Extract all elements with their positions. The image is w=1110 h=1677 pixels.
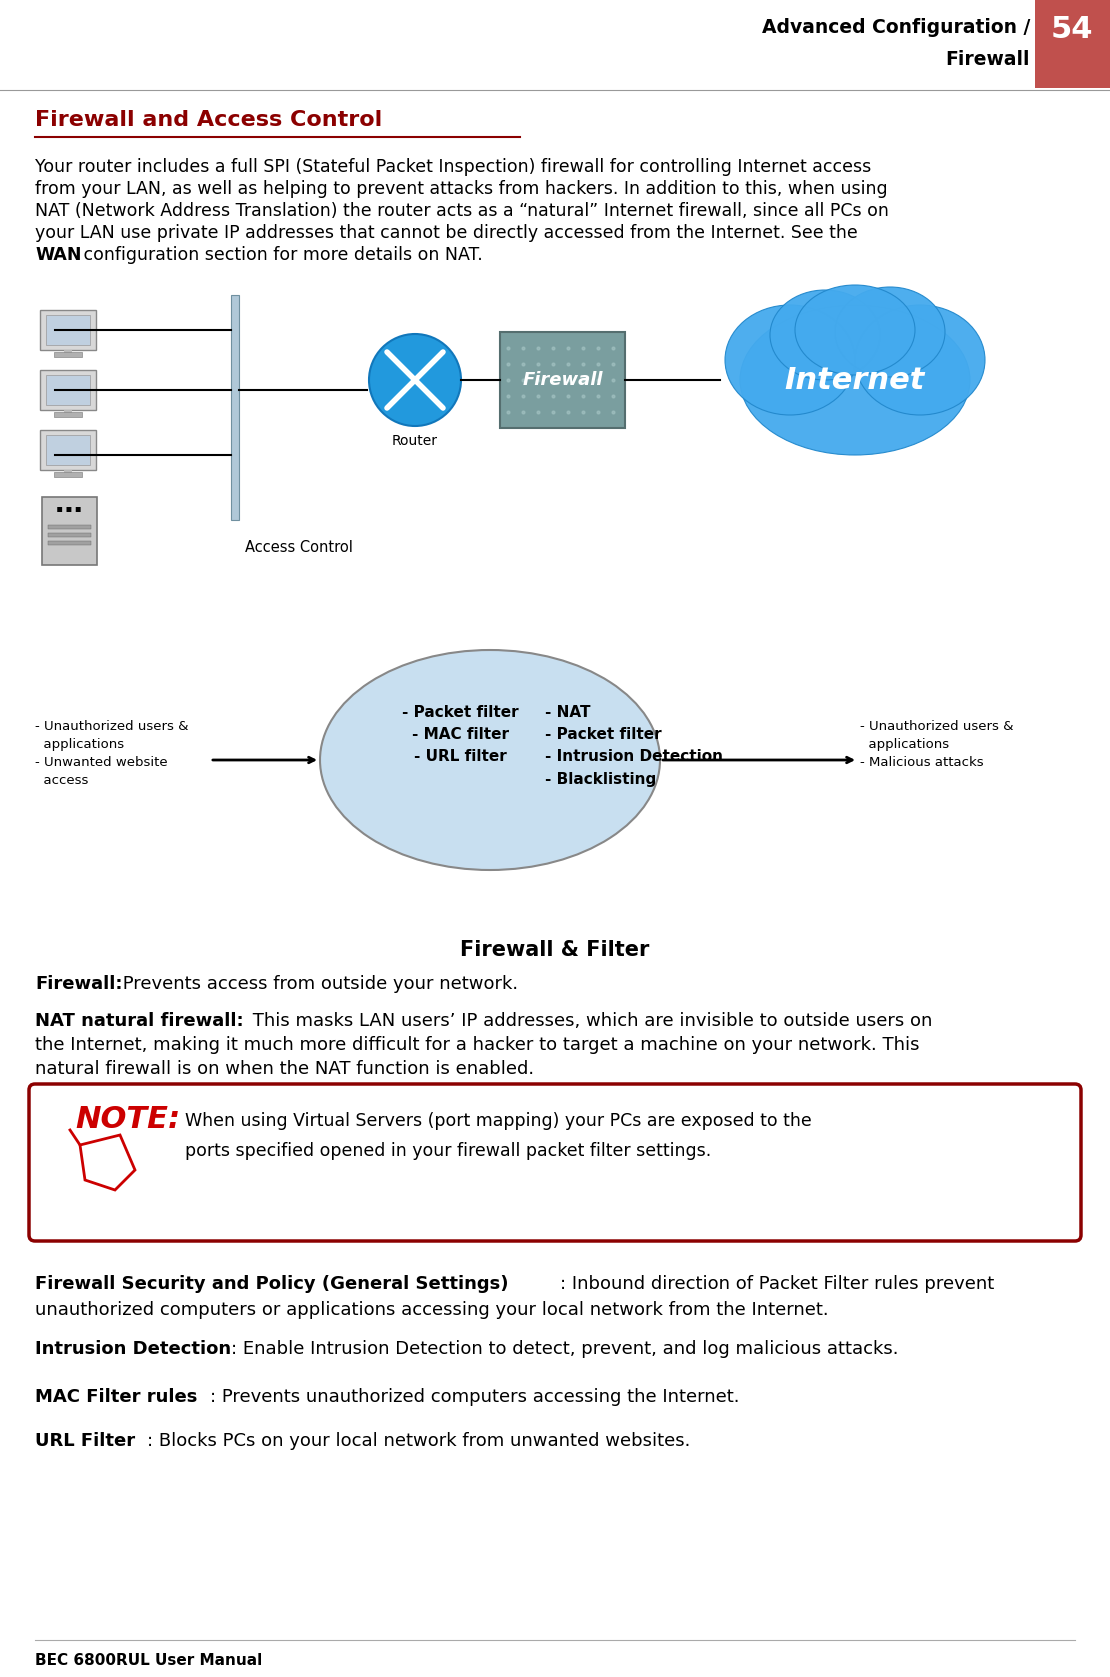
- Circle shape: [369, 334, 461, 426]
- Text: NOTE:: NOTE:: [75, 1105, 180, 1134]
- Bar: [46, 376, 90, 406]
- Text: Advanced Configuration /: Advanced Configuration /: [761, 18, 1030, 37]
- Bar: [64, 470, 72, 475]
- Text: Firewall and Access Control: Firewall and Access Control: [36, 111, 382, 131]
- Text: ports specified opened in your firewall packet filter settings.: ports specified opened in your firewall …: [185, 1142, 712, 1160]
- Text: BEC 6800RUL User Manual: BEC 6800RUL User Manual: [36, 1654, 262, 1669]
- Bar: [46, 315, 90, 345]
- Bar: [46, 434, 90, 465]
- Bar: [48, 525, 91, 528]
- Text: : Blocks PCs on your local network from unwanted websites.: : Blocks PCs on your local network from …: [147, 1432, 690, 1451]
- Text: the Internet, making it much more difficult for a hacker to target a machine on : the Internet, making it much more diffic…: [36, 1036, 919, 1055]
- Text: MAC Filter rules: MAC Filter rules: [36, 1389, 198, 1405]
- Bar: [54, 352, 82, 357]
- Text: : Inbound direction of Packet Filter rules prevent: : Inbound direction of Packet Filter rul…: [561, 1275, 995, 1293]
- Text: 54: 54: [1051, 15, 1093, 44]
- Bar: [40, 429, 95, 470]
- FancyBboxPatch shape: [500, 332, 625, 428]
- Bar: [54, 471, 82, 476]
- Bar: [40, 371, 95, 409]
- Text: Firewall: Firewall: [522, 371, 603, 389]
- Text: - Packet filter
- MAC filter
- URL filter: - Packet filter - MAC filter - URL filte…: [402, 704, 518, 765]
- Ellipse shape: [855, 305, 985, 414]
- Text: Intrusion Detection: Intrusion Detection: [36, 1340, 231, 1358]
- Text: NAT (Network Address Translation) the router acts as a “natural” Internet firewa: NAT (Network Address Translation) the ro…: [36, 201, 889, 220]
- Text: Prevents access from outside your network.: Prevents access from outside your networ…: [117, 974, 518, 993]
- Bar: [64, 350, 72, 356]
- Text: : Enable Intrusion Detection to detect, prevent, and log malicious attacks.: : Enable Intrusion Detection to detect, …: [231, 1340, 898, 1358]
- Bar: [64, 409, 72, 414]
- Text: WAN: WAN: [36, 247, 81, 263]
- Ellipse shape: [770, 290, 880, 381]
- Text: - Unauthorized users &
  applications
- Unwanted website
  access: - Unauthorized users & applications - Un…: [36, 719, 189, 787]
- Ellipse shape: [835, 287, 945, 377]
- Ellipse shape: [740, 305, 970, 454]
- FancyBboxPatch shape: [29, 1083, 1081, 1241]
- Text: Router: Router: [392, 434, 438, 448]
- Bar: [48, 542, 91, 545]
- Text: - NAT
- Packet filter
- Intrusion Detection
- Blacklisting: - NAT - Packet filter - Intrusion Detect…: [545, 704, 723, 787]
- Text: : Prevents unauthorized computers accessing the Internet.: : Prevents unauthorized computers access…: [210, 1389, 739, 1405]
- Bar: [48, 533, 91, 537]
- Bar: [231, 295, 239, 520]
- Text: Firewall: Firewall: [946, 50, 1030, 69]
- Bar: [42, 496, 97, 565]
- Text: This masks LAN users’ IP addresses, which are invisible to outside users on: This masks LAN users’ IP addresses, whic…: [248, 1011, 932, 1030]
- Text: NAT natural firewall:: NAT natural firewall:: [36, 1011, 243, 1030]
- Bar: [40, 310, 95, 350]
- Text: URL Filter: URL Filter: [36, 1432, 135, 1451]
- Text: …: …: [56, 490, 83, 518]
- Ellipse shape: [320, 651, 660, 870]
- Text: unauthorized computers or applications accessing your local network from the Int: unauthorized computers or applications a…: [36, 1301, 829, 1320]
- Ellipse shape: [795, 285, 915, 376]
- Text: your LAN use private IP addresses that cannot be directly accessed from the Inte: your LAN use private IP addresses that c…: [36, 225, 858, 241]
- Text: Firewall Security and Policy (General Settings): Firewall Security and Policy (General Se…: [36, 1275, 508, 1293]
- Text: Internet: Internet: [785, 366, 926, 394]
- Ellipse shape: [725, 305, 855, 414]
- FancyBboxPatch shape: [1035, 0, 1110, 87]
- Text: - Unauthorized users &
  applications
- Malicious attacks: - Unauthorized users & applications - Ma…: [860, 719, 1013, 770]
- Text: When using Virtual Servers (port mapping) your PCs are exposed to the: When using Virtual Servers (port mapping…: [185, 1112, 811, 1130]
- Text: Access Control: Access Control: [245, 540, 353, 555]
- Text: from your LAN, as well as helping to prevent attacks from hackers. In addition t: from your LAN, as well as helping to pre…: [36, 179, 888, 198]
- Text: Your router includes a full SPI (Stateful Packet Inspection) firewall for contro: Your router includes a full SPI (Statefu…: [36, 158, 871, 176]
- Text: configuration section for more details on NAT.: configuration section for more details o…: [78, 247, 483, 263]
- Text: Firewall & Filter: Firewall & Filter: [461, 941, 649, 959]
- Text: natural firewall is on when the NAT function is enabled.: natural firewall is on when the NAT func…: [36, 1060, 534, 1078]
- Bar: [54, 413, 82, 418]
- Text: Firewall:: Firewall:: [36, 974, 122, 993]
